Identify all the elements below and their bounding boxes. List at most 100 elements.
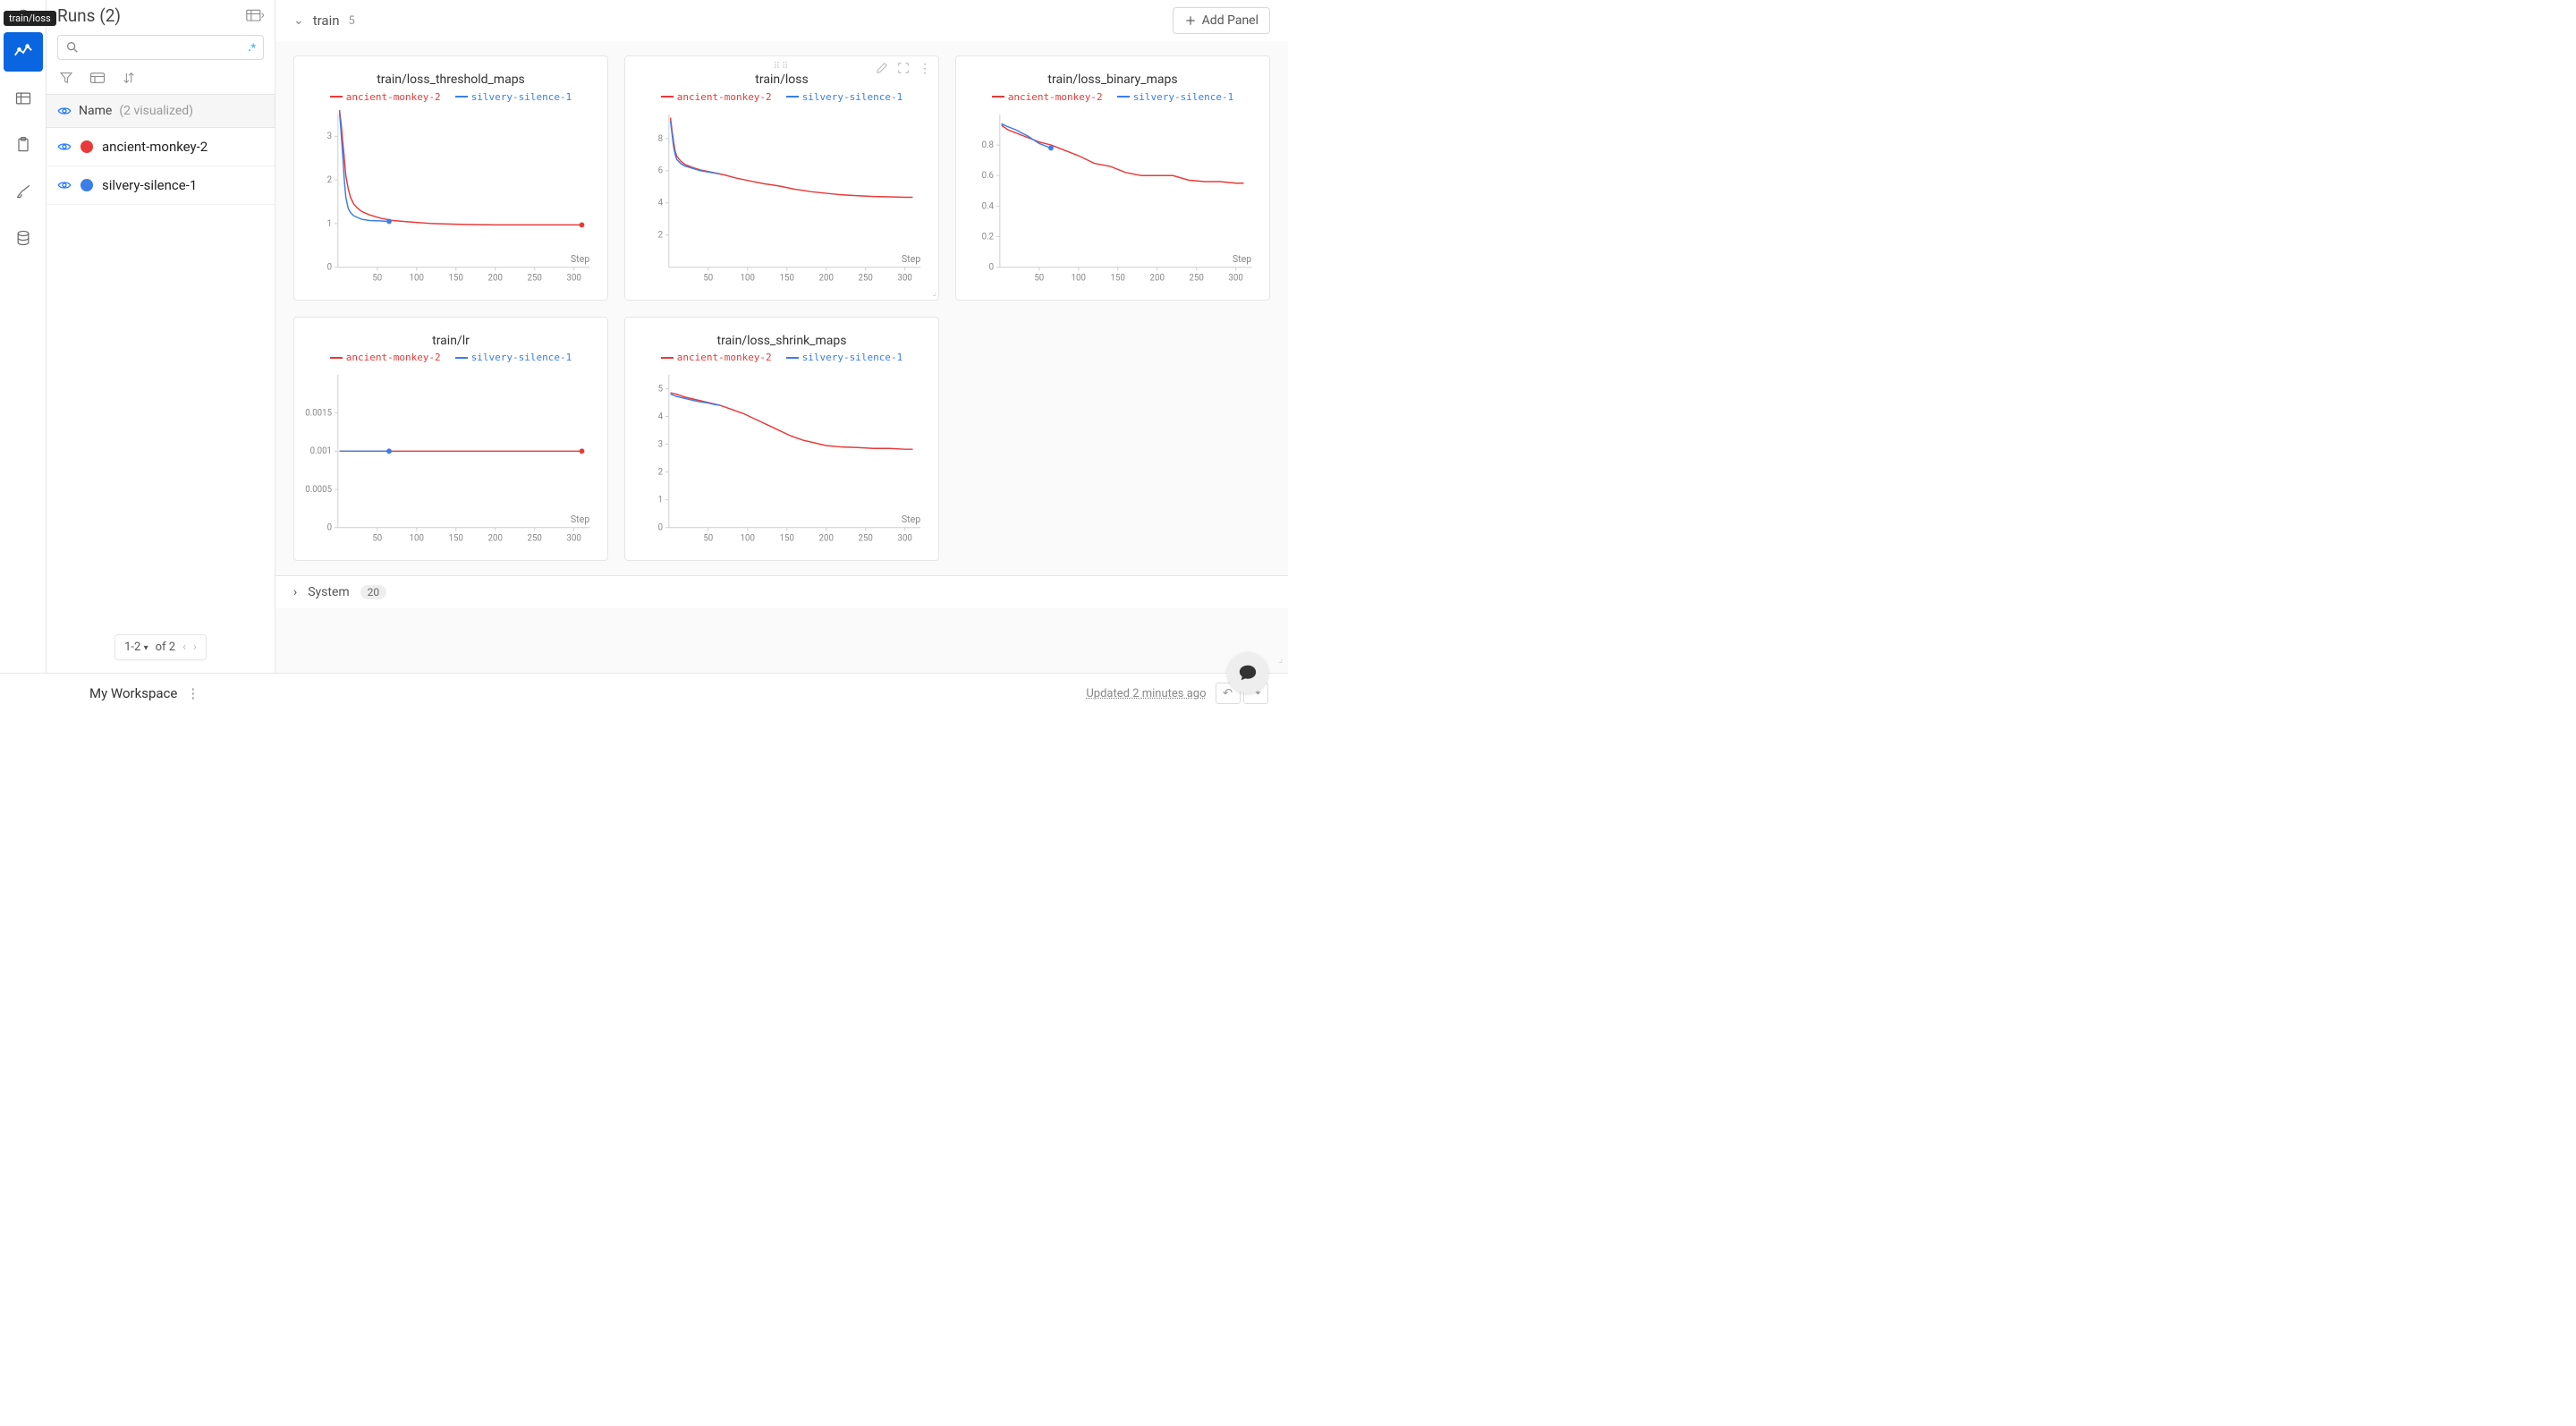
rail-charts-icon[interactable] [4,32,43,72]
svg-text:3: 3 [658,439,663,449]
chart-panel[interactable]: train/loss_threshold_maps ancient-monkey… [293,55,608,301]
chart-svg[interactable]: 01234550100150200250300Step [634,367,929,555]
legend-item[interactable]: ancient-monkey-2 [661,91,772,103]
svg-text:200: 200 [819,533,834,543]
panel-legend: ancient-monkey-2 silvery-silence-1 [634,350,929,364]
svg-text:4: 4 [658,198,664,208]
svg-text:0: 0 [989,262,994,272]
svg-text:2: 2 [658,468,664,478]
run-row[interactable]: ancient-monkey-2 [47,128,275,166]
workspace-menu-icon[interactable]: ⋮ [186,685,199,701]
svg-text:100: 100 [1072,273,1086,283]
svg-text:Step: Step [571,252,589,264]
fullscreen-icon[interactable] [897,62,910,76]
drag-handle-icon[interactable]: ⠿⠿ [774,62,791,72]
svg-text:0: 0 [327,523,332,533]
svg-text:Step: Step [902,252,920,264]
chart-panel[interactable]: train/loss_shrink_maps ancient-monkey-2s… [624,317,939,562]
svg-text:200: 200 [488,273,503,283]
svg-text:100: 100 [410,533,424,543]
rail-table-icon[interactable] [4,79,43,118]
svg-text:100: 100 [410,273,424,283]
panel-title: train/loss_threshold_maps [303,72,598,87]
section-toggle-system[interactable]: › System 20 [275,575,1288,608]
svg-text:250: 250 [528,273,542,283]
legend-item[interactable]: ancient-monkey-2 [330,91,441,103]
table-toggle-icon[interactable] [246,9,264,23]
legend-item[interactable]: silvery-silence-1 [786,91,903,103]
svg-text:8: 8 [658,133,663,143]
svg-text:0.2: 0.2 [982,232,995,242]
svg-text:2: 2 [658,230,664,240]
svg-text:200: 200 [1150,273,1165,283]
icon-rail [0,0,47,673]
rail-artifacts-icon[interactable] [4,218,43,258]
legend-item[interactable]: ancient-monkey-2 [992,91,1103,103]
column-header[interactable]: Name (2 visualized) [47,95,275,128]
svg-text:100: 100 [741,273,755,283]
search-input-wrapper[interactable]: .* [57,35,264,60]
rail-clipboard-icon[interactable] [4,125,43,165]
eye-icon[interactable] [57,178,72,192]
runs-title: Runs (2) [57,5,121,26]
eye-icon [57,104,72,118]
eye-icon[interactable] [57,140,72,154]
pager-prev-icon[interactable]: ‹ [182,641,186,654]
svg-text:0: 0 [658,523,663,533]
chat-icon [1238,663,1258,683]
updated-timestamp: Updated 2 minutes ago [1086,687,1206,700]
pager-next-icon[interactable]: › [193,641,197,654]
panel-title: train/loss_binary_maps [965,72,1260,87]
section-count-system: 20 [360,585,387,599]
panel-menu-icon[interactable]: ⋮ [919,62,931,76]
run-color-dot [80,179,93,191]
panel-legend: ancient-monkey-2 silvery-silence-1 [965,89,1260,103]
sort-icon[interactable] [122,71,136,85]
svg-text:Step: Step [1233,252,1251,264]
regex-toggle[interactable]: .* [248,41,256,54]
legend-item[interactable]: silvery-silence-1 [455,91,572,103]
resize-handle-icon[interactable]: ⌟ [1278,655,1283,665]
svg-text:50: 50 [1034,273,1044,283]
panel-legend: ancient-monkey-2 silvery-silence-1 [634,89,929,103]
add-panel-button[interactable]: Add Panel [1173,7,1270,34]
svg-text:150: 150 [780,533,794,543]
legend-item[interactable]: silvery-silence-1 [455,352,572,363]
edit-icon[interactable] [876,62,888,76]
chart-svg[interactable]: 246850100150200250300Step [634,106,929,294]
pager-of: of 2 [156,641,175,654]
legend-item[interactable]: ancient-monkey-2 [330,352,441,363]
filter-icon[interactable] [59,71,73,85]
chat-fab[interactable] [1227,652,1268,693]
svg-text:250: 250 [528,533,542,543]
panel-legend: ancient-monkey-2 silvery-silence-1 [303,89,598,103]
legend-item[interactable]: ancient-monkey-2 [661,352,772,363]
chart-panel[interactable]: ⠿⠿ ⋮ train/loss ancient-monkey-2silvery-… [624,55,939,301]
run-name: silvery-silence-1 [102,177,197,193]
legend-item[interactable]: silvery-silence-1 [786,352,903,363]
run-row[interactable]: silvery-silence-1 [47,166,275,205]
svg-text:150: 150 [449,273,463,283]
svg-text:50: 50 [372,273,382,283]
chart-panel[interactable]: train/loss_binary_maps ancient-monkey-2 s… [955,55,1270,301]
svg-text:300: 300 [567,533,581,543]
search-input[interactable] [85,40,256,55]
legend-item[interactable]: silvery-silence-1 [1117,91,1234,103]
pager: 1-2 ▾ of 2 ‹ › [114,634,207,660]
svg-text:1: 1 [327,218,332,228]
search-icon [65,40,80,55]
chart-svg[interactable]: 012350100150200250300Step [303,106,598,294]
group-icon[interactable] [89,71,106,85]
chevron-down-icon: ⌄ [293,13,304,28]
svg-text:300: 300 [898,273,912,283]
pager-range[interactable]: 1-2 ▾ [124,641,148,654]
svg-text:50: 50 [703,273,713,283]
section-toggle-train[interactable]: ⌄ train 5 [293,13,355,29]
chart-svg[interactable]: 00.00050.0010.001550100150200250300Step [303,367,598,555]
chart-svg[interactable]: 00.20.40.60.850100150200250300Step [965,106,1260,294]
svg-text:300: 300 [898,533,912,543]
plus-icon [1184,14,1197,27]
rail-sweep-icon[interactable] [4,172,43,211]
panel-resize-icon[interactable]: ⌟ [932,288,936,298]
chart-panel[interactable]: train/lr ancient-monkey-2silvery-silence… [293,317,608,562]
